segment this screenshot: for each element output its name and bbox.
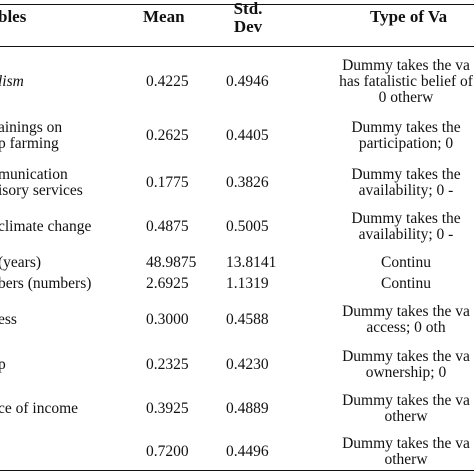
row-7-type-line: access; 0 oth	[366, 319, 446, 336]
row-5-mean-line: 48.9875	[146, 254, 197, 271]
row-4-type-line: Dummy takes the	[351, 210, 461, 227]
row-6-std-dev: 1.1319	[226, 276, 269, 292]
row-1-std-dev-line: 0.4946	[226, 73, 269, 90]
row-2-mean-line: 0.2625	[146, 127, 189, 144]
row-7-type-line: Dummy takes the va	[342, 303, 470, 320]
row-3-type-line: availability; 0 -	[358, 182, 454, 199]
row-5-type: Continu	[296, 255, 474, 271]
row-7-std-dev-line: 0.4588	[226, 311, 269, 328]
row-4-variable: climate change	[0, 219, 91, 235]
row-3-variable-line: isory services	[0, 182, 83, 199]
row-5-type-line: Continu	[381, 254, 431, 271]
row-2-type-line: participation; 0	[358, 135, 454, 152]
row-8-variable: p	[0, 357, 6, 373]
header-variables: bles	[0, 7, 27, 26]
row-1-type-line: 0 otherw	[378, 89, 434, 106]
row-10-mean-line: 0.7200	[146, 443, 189, 460]
row-9-variable-line: ce of income	[0, 400, 79, 417]
row-1-type: Dummy takes the va has fatalistic belief …	[296, 58, 474, 106]
row-9-std-dev-line: 0.4889	[226, 400, 269, 417]
row-8-std-dev-line: 0.4230	[226, 356, 269, 373]
header-std-dev: Std. Dev	[219, 0, 277, 36]
row-4-variable-line: climate change	[0, 218, 92, 235]
row-10-std-dev: 0.4496	[226, 444, 269, 460]
row-8-variable-line: p	[0, 356, 6, 373]
row-9-type-line: otherw	[384, 408, 428, 425]
row-3-mean: 0.1775	[146, 175, 189, 191]
row-5-std-dev: 13.8141	[226, 255, 276, 271]
row-7-mean: 0.3000	[146, 312, 189, 328]
row-2-type-line: Dummy takes the	[351, 119, 461, 136]
row-8-type: Dummy takes the va ownership; 0	[296, 349, 474, 381]
row-6-type: Continu	[296, 276, 474, 292]
row-10-type: Dummy takes the va otherw	[296, 436, 474, 468]
row-2-variable-line: p farming	[0, 135, 59, 152]
row-7-variable-line: ess	[0, 311, 17, 328]
row-3-std-dev: 0.3826	[226, 175, 269, 191]
row-2-std-dev: 0.4405	[226, 128, 269, 144]
header-std-line1: Std.	[233, 0, 263, 18]
row-9-type-line: Dummy takes the va	[342, 392, 470, 409]
row-1-type-line: Dummy takes the va	[342, 57, 470, 74]
row-3-variable: munication isory services	[0, 167, 83, 199]
row-5-std-dev-line: 13.8141	[226, 254, 277, 271]
row-9-std-dev: 0.4889	[226, 401, 269, 417]
row-2-std-dev-line: 0.4405	[226, 127, 269, 144]
row-10-type-line: Dummy takes the va	[342, 435, 470, 452]
row-4-std-dev: 0.5005	[226, 219, 269, 235]
row-1-mean-line: 0.4225	[146, 73, 189, 90]
row-8-mean: 0.2325	[146, 357, 189, 373]
row-7-variable: ess	[0, 312, 17, 328]
row-4-type: Dummy takes the availability; 0 -	[296, 211, 474, 243]
row-7-mean-line: 0.3000	[146, 311, 189, 328]
row-6-std-dev-line: 1.1319	[226, 275, 269, 292]
row-6-mean: 2.6925	[146, 276, 189, 292]
row-8-type-line: Dummy takes the va	[342, 348, 470, 365]
row-6-mean-line: 2.6925	[146, 275, 189, 292]
row-2-variable-line: ainings on	[0, 119, 63, 136]
row-10-std-dev-line: 0.4496	[226, 443, 269, 460]
row-6-variable: bers (numbers)	[0, 276, 91, 292]
header-type-of-variable: Type of Va	[370, 7, 448, 26]
row-4-type-line: availability; 0 -	[358, 226, 454, 243]
row-2-type: Dummy takes the participation; 0	[296, 120, 474, 152]
row-1-mean: 0.4225	[146, 74, 189, 90]
row-2-variable: ainings on p farming	[0, 120, 62, 152]
header-std-line2: Dev	[233, 17, 263, 36]
row-3-type-line: Dummy takes the	[351, 166, 461, 183]
row-4-mean: 0.4875	[146, 219, 189, 235]
row-6-variable-line: bers (numbers)	[0, 275, 92, 292]
row-1-std-dev: 0.4946	[226, 74, 269, 90]
row-9-type: Dummy takes the va otherw	[296, 393, 474, 425]
row-3-mean-line: 0.1775	[146, 174, 189, 191]
row-5-variable: (years)	[0, 255, 41, 271]
row-4-mean-line: 0.4875	[146, 218, 189, 235]
row-7-type: Dummy takes the va access; 0 oth	[296, 304, 474, 336]
row-3-type: Dummy takes the availability; 0 -	[296, 167, 474, 199]
row-1-variable-line: lism	[0, 73, 24, 90]
row-5-variable-line: (years)	[0, 254, 42, 271]
row-9-variable: ce of income	[0, 401, 78, 417]
row-1-type-line: has fatalistic belief of	[339, 73, 473, 90]
row-7-std-dev: 0.4588	[226, 312, 269, 328]
row-2-mean: 0.2625	[146, 128, 189, 144]
table-header-rule	[0, 46, 474, 47]
table-bottom-rule	[0, 470, 474, 471]
row-6-type-line: Continu	[381, 275, 431, 292]
row-8-mean-line: 0.2325	[146, 356, 189, 373]
row-9-mean: 0.3925	[146, 401, 189, 417]
table-top-rule	[0, 4, 474, 5]
header-mean: Mean	[143, 7, 185, 26]
row-8-std-dev: 0.4230	[226, 357, 269, 373]
row-3-variable-line: munication	[0, 166, 68, 183]
row-3-std-dev-line: 0.3826	[226, 174, 269, 191]
row-9-mean-line: 0.3925	[146, 400, 189, 417]
row-8-type-line: ownership; 0	[365, 364, 447, 381]
row-1-variable: lism	[0, 74, 24, 90]
row-10-type-line: otherw	[384, 451, 428, 468]
row-10-mean: 0.7200	[146, 444, 189, 460]
row-4-std-dev-line: 0.5005	[226, 218, 269, 235]
row-5-mean: 48.9875	[146, 255, 196, 271]
